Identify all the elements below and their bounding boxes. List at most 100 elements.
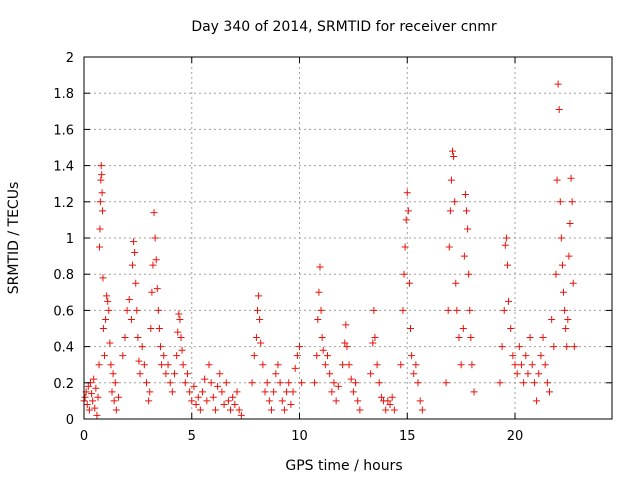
data-point: [399, 306, 407, 314]
data-point: [341, 339, 349, 347]
data-point: [285, 379, 293, 387]
data-point: [106, 339, 114, 347]
data-point: [554, 80, 562, 88]
data-point: [147, 325, 155, 332]
y-tick-label: 0.6: [53, 304, 74, 319]
data-point: [563, 343, 571, 351]
data-point: [564, 315, 572, 323]
data-point: [130, 238, 138, 246]
data-point: [570, 343, 578, 351]
data-points: [80, 80, 578, 419]
data-point: [528, 361, 536, 369]
data-point: [468, 361, 476, 369]
data-point: [501, 241, 509, 249]
data-point: [332, 397, 340, 405]
data-point: [318, 334, 326, 342]
data-point: [296, 343, 304, 351]
data-point: [102, 315, 110, 323]
data-point: [293, 352, 301, 360]
data-point: [90, 375, 98, 383]
data-point: [543, 379, 551, 387]
data-point: [537, 352, 545, 360]
data-point: [524, 370, 532, 378]
data-point: [442, 379, 450, 387]
data-point: [88, 390, 96, 398]
data-point: [224, 397, 232, 405]
data-point: [343, 343, 351, 351]
data-point: [403, 189, 411, 197]
data-point: [176, 315, 184, 323]
data-point: [233, 388, 241, 396]
x-tick-label: 10: [291, 429, 308, 444]
data-point: [152, 256, 160, 264]
data-point: [166, 379, 174, 387]
data-point: [252, 334, 260, 342]
data-point: [136, 370, 144, 378]
data-point: [342, 321, 350, 329]
data-point: [412, 361, 420, 369]
y-axis-label: SRMTID / TECUs: [6, 182, 22, 295]
data-point: [149, 261, 157, 269]
data-point: [140, 361, 148, 369]
chart-title: Day 340 of 2014, SRMTID for receiver cnm…: [191, 19, 497, 35]
data-point: [154, 306, 162, 314]
data-point: [84, 382, 92, 390]
data-point: [370, 306, 378, 314]
data-point: [190, 382, 198, 390]
data-point: [146, 388, 154, 396]
data-point: [211, 406, 219, 414]
data-point: [214, 382, 222, 390]
data-point: [561, 306, 569, 314]
data-point: [410, 370, 418, 378]
data-point: [274, 361, 282, 369]
data-point: [278, 397, 286, 405]
data-point: [557, 234, 565, 242]
data-point: [158, 361, 166, 369]
data-point: [334, 382, 342, 390]
data-point: [209, 393, 217, 401]
data-point: [85, 406, 93, 414]
data-point: [461, 191, 469, 199]
data-point: [89, 397, 97, 405]
data-point: [168, 388, 176, 396]
data-point: [289, 388, 297, 396]
data-point: [92, 384, 100, 392]
data-point: [175, 310, 183, 318]
data-point: [373, 361, 381, 369]
data-point: [96, 243, 104, 251]
data-point: [367, 370, 375, 378]
data-point: [107, 361, 115, 369]
data-point: [98, 189, 106, 197]
data-point: [207, 379, 215, 387]
data-point: [354, 397, 362, 405]
data-point: [315, 288, 323, 296]
data-point: [500, 306, 508, 314]
data-point: [371, 334, 379, 342]
data-point: [369, 339, 377, 347]
data-point: [404, 207, 412, 215]
data-point: [229, 393, 237, 401]
data-point: [142, 379, 150, 387]
data-point: [384, 397, 392, 405]
data-point: [546, 388, 554, 396]
data-point: [179, 361, 187, 369]
data-point: [83, 401, 91, 409]
data-point: [131, 248, 139, 256]
data-point: [447, 176, 455, 184]
data-point: [416, 397, 424, 405]
data-point: [503, 261, 511, 269]
data-point: [550, 343, 558, 351]
data-point: [99, 325, 107, 332]
data-point: [349, 388, 357, 396]
data-point: [218, 388, 226, 396]
y-tick-label: 1.8: [53, 87, 74, 102]
data-point: [555, 105, 563, 113]
data-point: [457, 361, 465, 369]
data-point: [105, 306, 113, 314]
data-point: [276, 379, 284, 387]
data-point: [205, 361, 213, 369]
data-point: [498, 343, 506, 351]
data-point: [324, 352, 332, 360]
data-point: [119, 352, 127, 360]
